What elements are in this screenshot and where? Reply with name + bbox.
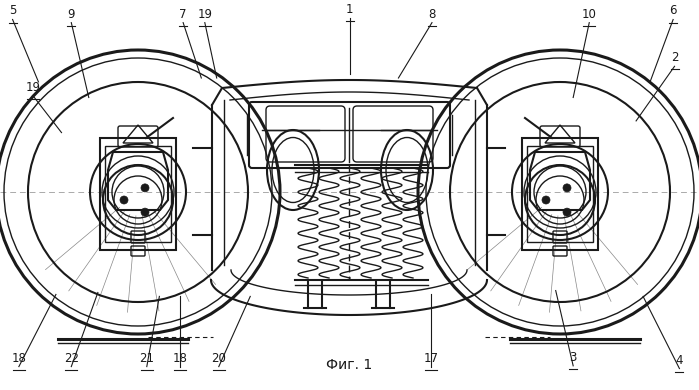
Circle shape	[563, 184, 571, 192]
Circle shape	[542, 196, 550, 204]
Text: 6: 6	[670, 5, 677, 18]
Text: 9: 9	[68, 8, 75, 21]
Text: 22: 22	[64, 352, 79, 365]
Text: Фиг. 1: Фиг. 1	[326, 358, 373, 372]
Text: 8: 8	[428, 8, 435, 21]
Text: 7: 7	[180, 8, 187, 21]
Text: 10: 10	[582, 8, 597, 21]
Text: 4: 4	[676, 354, 683, 367]
Text: 20: 20	[211, 352, 226, 365]
Text: 18: 18	[172, 352, 187, 365]
Circle shape	[563, 208, 571, 216]
Text: 18: 18	[11, 352, 27, 365]
Text: 19: 19	[25, 81, 41, 94]
Circle shape	[141, 184, 149, 192]
Text: 19: 19	[197, 8, 212, 21]
Text: 5: 5	[9, 5, 16, 18]
Circle shape	[120, 196, 128, 204]
Text: 2: 2	[671, 51, 678, 64]
Circle shape	[141, 208, 149, 216]
Text: 17: 17	[424, 352, 439, 365]
Text: 1: 1	[346, 3, 353, 16]
Text: 3: 3	[570, 351, 577, 364]
Text: 21: 21	[139, 352, 154, 365]
